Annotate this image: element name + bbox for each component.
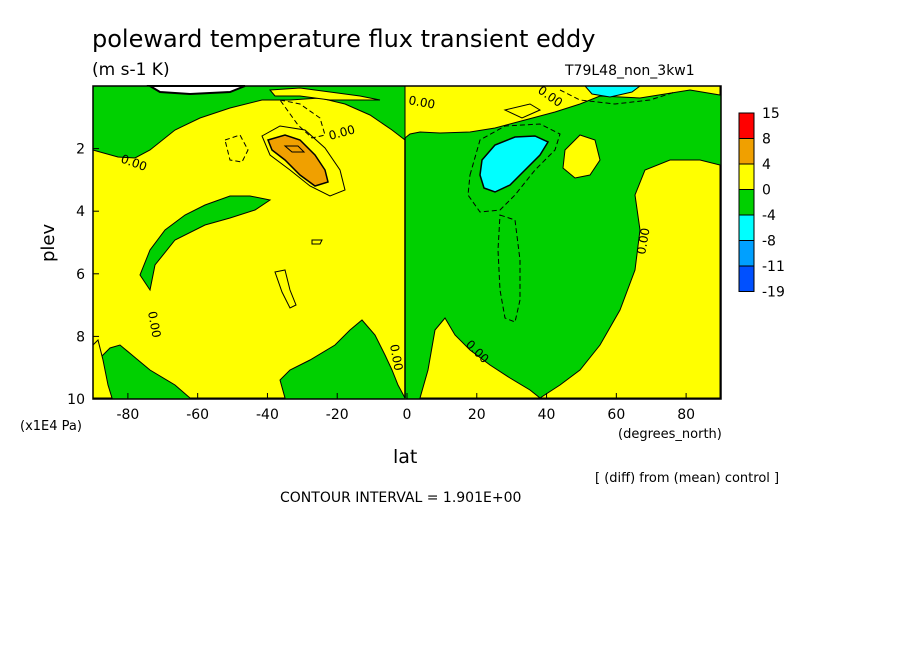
small-contour-minus-35 bbox=[311, 239, 323, 245]
colorbar-label: -11 bbox=[762, 259, 785, 275]
white-blob-top-north bbox=[503, 103, 542, 119]
yellow-region-north-top bbox=[404, 85, 721, 140]
colorbar-label: 4 bbox=[762, 157, 771, 173]
yellow-region-north-lower bbox=[538, 159, 721, 399]
colorbar-swatch bbox=[738, 189, 755, 216]
colorbar-swatch bbox=[738, 240, 755, 267]
y-units-label: (x1E4 Pa) bbox=[20, 419, 82, 434]
note-label: [ (diff) from (mean) control ] bbox=[595, 471, 779, 486]
top-dashed-contour bbox=[559, 89, 676, 105]
x-axis: -80 -60 -40 -20 0 20 40 60 80 bbox=[116, 393, 695, 423]
small-loop-minus-30 bbox=[274, 269, 297, 309]
contour-interval-label: CONTOUR INTERVAL = 1.901E+00 bbox=[280, 490, 521, 506]
y-tick-label: 8 bbox=[76, 329, 85, 345]
y-tick-label: 4 bbox=[76, 204, 85, 220]
contour-label-8: 0.00 bbox=[634, 227, 652, 256]
contour-label-2: 0.00 bbox=[327, 122, 356, 142]
contour-label-6: 0.00 bbox=[387, 343, 405, 372]
contour-label-5: 0.00 bbox=[145, 310, 163, 339]
cyan-core bbox=[479, 135, 550, 193]
y-axis: 2 4 6 8 10 bbox=[67, 142, 99, 408]
negative-dashed-contour-2 bbox=[497, 214, 521, 323]
colorbar-swatch bbox=[738, 138, 755, 165]
chart-subtitle: (m s-1 K) bbox=[92, 60, 170, 80]
y-tick-label: 10 bbox=[67, 392, 85, 408]
negative-dashed-contour-1 bbox=[467, 123, 561, 213]
x-tick-label: 80 bbox=[677, 407, 695, 423]
yellow-region-south bbox=[92, 97, 406, 399]
run-label: T79L48_non_3kw1 bbox=[564, 63, 695, 79]
y-tick-label: 2 bbox=[76, 142, 85, 158]
y-axis-label: plev bbox=[38, 223, 59, 262]
colorbar-label: 15 bbox=[762, 106, 780, 122]
colorbar-label: -19 bbox=[762, 285, 785, 301]
contour-label-3: 0.00 bbox=[407, 93, 436, 111]
orange-inner-contour bbox=[283, 145, 306, 153]
orange-outer-contour bbox=[261, 125, 346, 197]
x-tick-label: -80 bbox=[116, 407, 139, 423]
colorbar-label: 0 bbox=[762, 183, 771, 199]
colorbar-label: 8 bbox=[762, 132, 771, 148]
x-tick-label: 60 bbox=[607, 407, 625, 423]
yellow-region-equator-bottom bbox=[419, 317, 542, 399]
negative-dashed-contour-3 bbox=[278, 99, 326, 139]
yellow-blob-60n bbox=[562, 134, 601, 179]
colorbar-swatch bbox=[738, 112, 755, 139]
x-tick-label: -40 bbox=[256, 407, 279, 423]
y-tick-label: 6 bbox=[76, 267, 85, 283]
x-axis-label: lat bbox=[393, 446, 417, 468]
x-tick-label: 40 bbox=[538, 407, 556, 423]
colorbar-label: -8 bbox=[762, 234, 776, 250]
colorbar-swatch bbox=[738, 265, 755, 292]
x-units-label: (degrees_north) bbox=[618, 427, 722, 442]
x-tick-label: -60 bbox=[186, 407, 209, 423]
x-tick-label: -20 bbox=[326, 407, 349, 423]
yellow-strip-top bbox=[268, 87, 381, 101]
colorbar-swatch bbox=[738, 214, 755, 241]
x-tick-label: 0 bbox=[403, 407, 412, 423]
plot-area: 0.00 0.00 0.00 0.00 0.00 0.00 0.00 0.00 bbox=[92, 83, 722, 400]
colorbar-swatch bbox=[738, 163, 755, 190]
x-tick-label: 20 bbox=[468, 407, 486, 423]
orange-core bbox=[266, 134, 329, 187]
colorbar: 15 8 4 0 -4 -8 -11 -19 bbox=[738, 106, 785, 301]
colorbar-label: -4 bbox=[762, 208, 776, 224]
green-bay bbox=[139, 195, 272, 292]
chart-title: poleward temperature flux transient eddy bbox=[92, 25, 595, 53]
